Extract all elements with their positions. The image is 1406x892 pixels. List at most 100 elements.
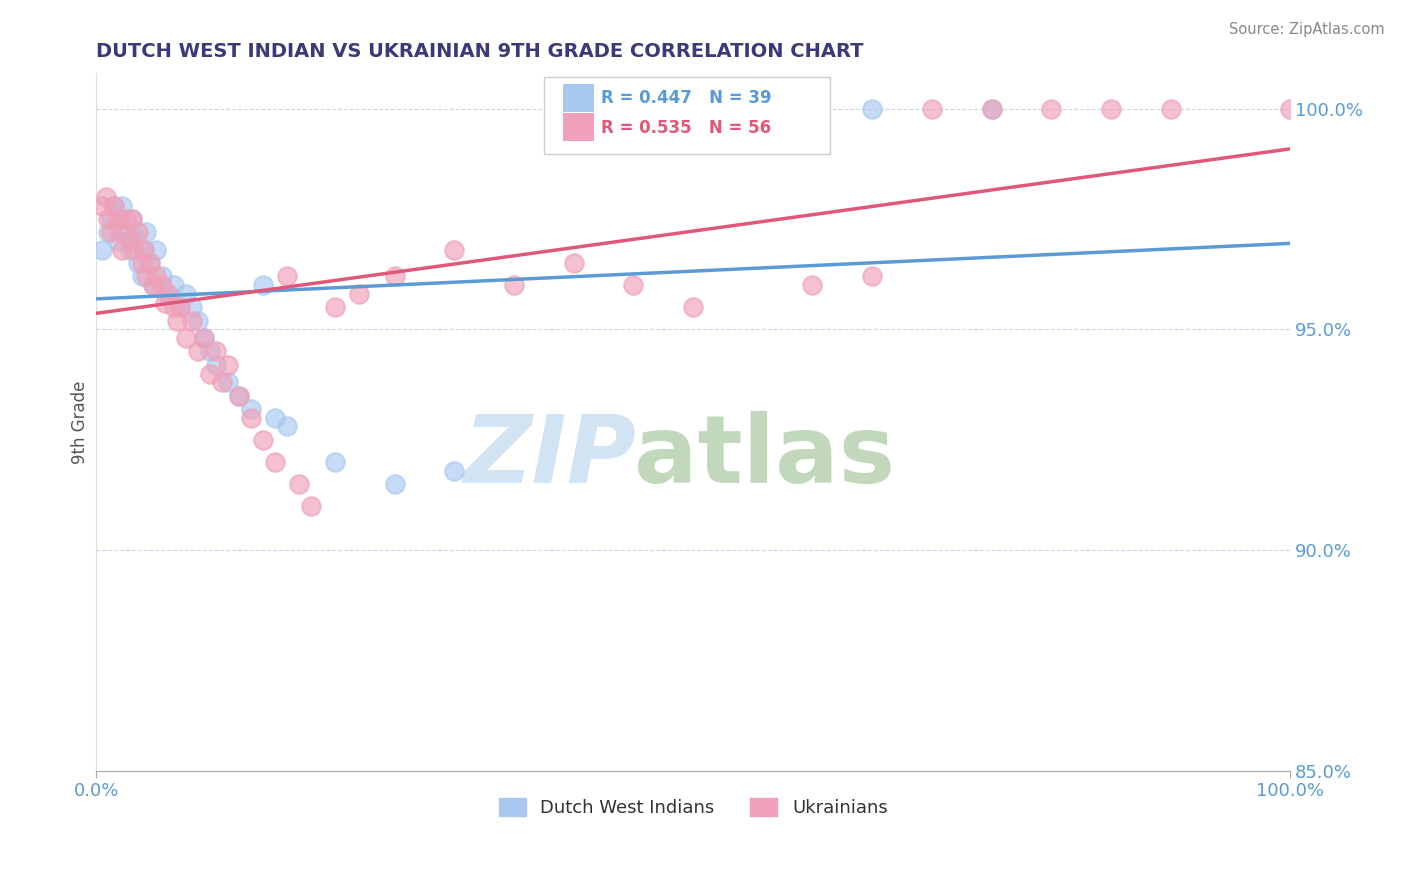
Point: [187, 313, 209, 327]
Point: [187, 344, 209, 359]
Point: [115, 212, 138, 227]
Point: [384, 476, 406, 491]
Point: [252, 278, 274, 293]
Point: [142, 278, 165, 293]
Point: [860, 269, 883, 284]
Point: [124, 229, 146, 244]
Point: [145, 243, 167, 257]
Point: [252, 433, 274, 447]
Point: [228, 388, 250, 402]
Point: [124, 243, 146, 257]
Text: DUTCH WEST INDIAN VS UKRAINIAN 9TH GRADE CORRELATION CHART: DUTCH WEST INDIAN VS UKRAINIAN 9TH GRADE…: [96, 42, 863, 61]
Point: [107, 234, 129, 248]
Point: [1160, 102, 1182, 116]
Point: [94, 190, 117, 204]
Point: [228, 388, 250, 402]
Point: [108, 225, 131, 239]
Point: [142, 278, 165, 293]
Point: [264, 455, 287, 469]
Point: [443, 464, 465, 478]
Point: [204, 358, 226, 372]
Point: [443, 243, 465, 257]
Point: [127, 256, 149, 270]
Text: R = 0.447   N = 39: R = 0.447 N = 39: [602, 89, 772, 107]
Point: [135, 269, 157, 284]
Point: [682, 301, 704, 315]
Point: [198, 367, 221, 381]
FancyBboxPatch shape: [562, 84, 593, 112]
Point: [156, 287, 179, 301]
Point: [323, 301, 346, 315]
Point: [132, 243, 155, 257]
Point: [103, 199, 125, 213]
Point: [132, 243, 155, 257]
Point: [193, 331, 215, 345]
Point: [240, 410, 263, 425]
Point: [384, 269, 406, 284]
Text: atlas: atlas: [634, 411, 896, 503]
Point: [111, 243, 134, 257]
Point: [980, 102, 1002, 116]
Point: [127, 225, 149, 239]
Point: [156, 287, 179, 301]
Point: [264, 410, 287, 425]
Point: [174, 287, 197, 301]
Point: [299, 499, 322, 513]
Point: [211, 376, 233, 390]
Point: [860, 102, 883, 116]
Point: [135, 225, 157, 239]
Point: [100, 212, 122, 227]
Point: [166, 313, 188, 327]
Point: [288, 476, 311, 491]
Point: [121, 212, 143, 227]
Point: [155, 296, 177, 310]
Point: [980, 102, 1002, 116]
Point: [97, 225, 120, 239]
Point: [145, 269, 167, 284]
Point: [276, 419, 298, 434]
Point: [163, 278, 186, 293]
Text: ZIP: ZIP: [464, 411, 637, 503]
Point: [169, 301, 191, 315]
Point: [150, 278, 173, 293]
Point: [163, 301, 186, 315]
Point: [217, 376, 239, 390]
Point: [198, 344, 221, 359]
Point: [107, 212, 129, 227]
Point: [193, 331, 215, 345]
Text: R = 0.535   N = 56: R = 0.535 N = 56: [602, 119, 772, 136]
Point: [103, 199, 125, 213]
Point: [150, 269, 173, 284]
Point: [111, 199, 134, 213]
Point: [169, 301, 191, 315]
Point: [240, 401, 263, 416]
Point: [115, 225, 138, 239]
Text: Source: ZipAtlas.com: Source: ZipAtlas.com: [1229, 22, 1385, 37]
Legend: Dutch West Indians, Ukrainians: Dutch West Indians, Ukrainians: [491, 790, 894, 824]
Point: [623, 278, 645, 293]
Point: [921, 102, 943, 116]
Y-axis label: 9th Grade: 9th Grade: [72, 380, 89, 464]
Point: [108, 212, 131, 227]
Point: [174, 331, 197, 345]
Point: [131, 269, 153, 284]
Point: [100, 225, 122, 239]
Point: [1099, 102, 1122, 116]
Point: [503, 278, 526, 293]
Point: [91, 243, 114, 257]
Point: [1040, 102, 1063, 116]
Point: [139, 256, 162, 270]
FancyBboxPatch shape: [562, 113, 593, 141]
Point: [91, 199, 114, 213]
Point: [180, 313, 202, 327]
Point: [1279, 102, 1302, 116]
Point: [347, 287, 370, 301]
Point: [97, 212, 120, 227]
Point: [323, 455, 346, 469]
Point: [121, 212, 143, 227]
Point: [217, 358, 239, 372]
Point: [562, 256, 585, 270]
Point: [118, 234, 141, 248]
Point: [801, 278, 824, 293]
Point: [118, 243, 141, 257]
